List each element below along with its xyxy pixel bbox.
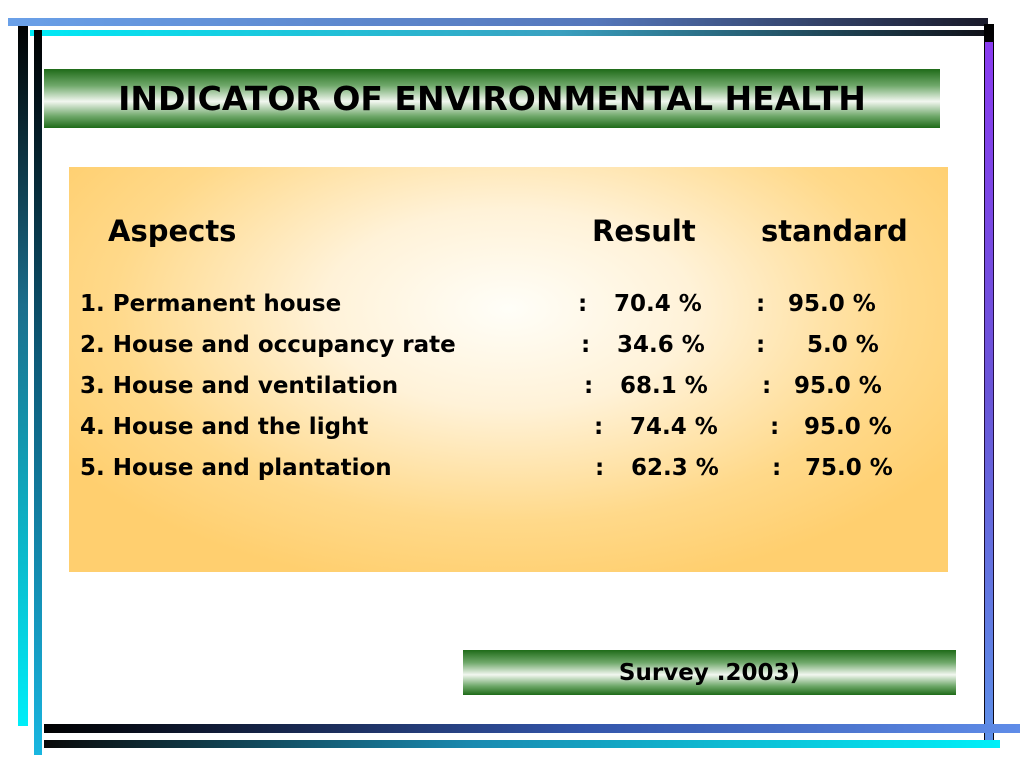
row-aspect: 3. House and ventilation (80, 373, 399, 399)
row-aspect: 2. House and occupancy rate (80, 332, 456, 358)
row-separator: : (581, 332, 591, 358)
source-banner: Survey .2003) (463, 650, 956, 695)
row-standard: 95.0 % (804, 414, 892, 440)
header-standard: standard (761, 214, 908, 248)
row-standard: 95.0 % (788, 291, 876, 317)
frame-bottom-bar (44, 724, 1020, 733)
frame-top-inner-bar (30, 30, 990, 36)
header-result: Result (592, 214, 696, 248)
row-standard: 75.0 % (805, 455, 893, 481)
frame-right-inner-bar (985, 42, 993, 742)
table-row: 2. House and occupancy rate : 34.6 % : 5… (80, 332, 920, 364)
frame-top-bar (8, 18, 988, 26)
row-separator: : (756, 332, 766, 358)
table-row: 1. Permanent house : 70.4 % : 95.0 % (80, 291, 920, 323)
row-aspect: 4. House and the light (80, 414, 369, 440)
row-result: 68.1 % (620, 373, 708, 399)
row-result: 34.6 % (617, 332, 705, 358)
source-citation: Survey .2003) (618, 659, 801, 686)
slide-title: INDICATOR OF ENVIRONMENTAL HEALTH (118, 79, 866, 118)
row-separator: : (770, 414, 780, 440)
table-row: 5. House and plantation : 62.3 % : 75.0 … (80, 455, 920, 487)
row-separator: : (756, 291, 766, 317)
table-row: 4. House and the light : 74.4 % : 95.0 % (80, 414, 920, 446)
row-separator: : (594, 414, 604, 440)
row-separator: : (578, 291, 588, 317)
row-aspect: 5. House and plantation (80, 455, 392, 481)
frame-left-bar (18, 26, 28, 726)
row-result: 70.4 % (614, 291, 702, 317)
row-separator: : (772, 455, 782, 481)
row-separator: : (762, 373, 772, 399)
indicator-panel (69, 167, 948, 572)
frame-left-inner-bar (34, 30, 42, 755)
row-standard: 5.0 % (807, 332, 879, 358)
row-standard: 95.0 % (794, 373, 882, 399)
row-result: 62.3 % (631, 455, 719, 481)
row-separator: : (584, 373, 594, 399)
frame-bottom-inner-bar (44, 740, 1000, 748)
title-banner: INDICATOR OF ENVIRONMENTAL HEALTH (44, 69, 940, 128)
row-aspect: 1. Permanent house (80, 291, 342, 317)
row-result: 74.4 % (630, 414, 718, 440)
table-row: 3. House and ventilation : 68.1 % : 95.0… (80, 373, 920, 405)
row-separator: : (595, 455, 605, 481)
header-aspects: Aspects (108, 214, 237, 248)
